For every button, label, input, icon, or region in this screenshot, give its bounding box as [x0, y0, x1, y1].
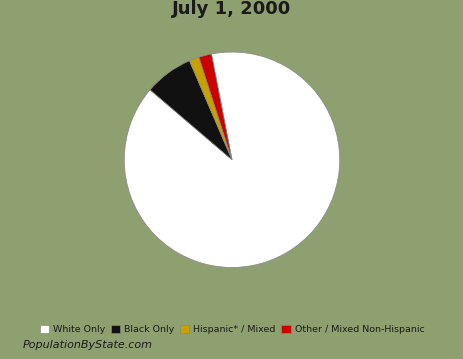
Title: Kentucky's Population by Race
July 1, 2000: Kentucky's Population by Race July 1, 20…: [76, 0, 387, 18]
Wedge shape: [199, 54, 232, 160]
Wedge shape: [124, 52, 339, 267]
Text: PopulationByState.com: PopulationByState.com: [23, 340, 153, 350]
Wedge shape: [189, 57, 232, 160]
Legend: White Only, Black Only, Hispanic* / Mixed, Other / Mixed Non-Hispanic: White Only, Black Only, Hispanic* / Mixe…: [36, 321, 427, 338]
Wedge shape: [150, 61, 232, 160]
